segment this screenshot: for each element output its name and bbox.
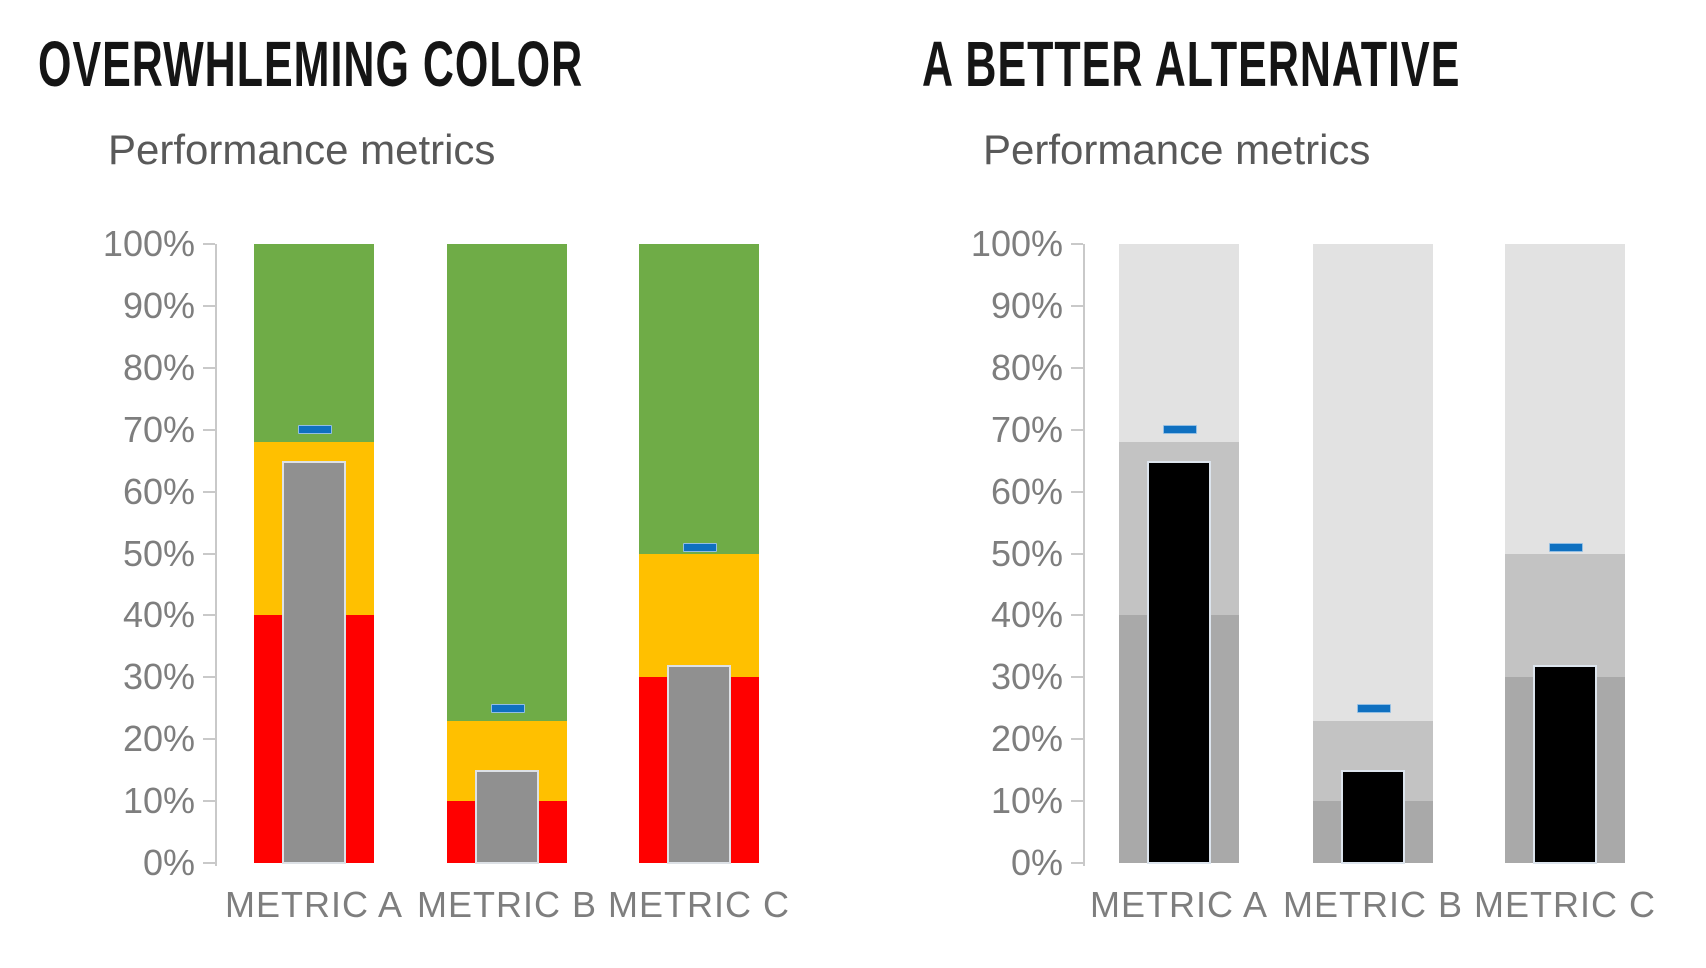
y-axis-tick: [1071, 862, 1083, 864]
panel-heading-better-alternative: A BETTER ALTERNATIVE: [922, 30, 1461, 102]
y-axis-tick-label: 80%: [990, 346, 1063, 388]
x-axis-category-label: METRIC C: [1474, 884, 1656, 925]
y-axis-tick-label: 100%: [970, 223, 1063, 264]
y-axis-tick-label: 30%: [990, 656, 1063, 698]
y-axis-tick: [203, 738, 215, 741]
y-axis-tick-label: 60%: [122, 470, 195, 512]
y-axis-tick: [203, 676, 215, 679]
x-axis-category-label: METRIC A: [224, 884, 403, 925]
y-axis-line: [215, 244, 217, 866]
x-axis-category-label: METRIC C: [608, 884, 790, 925]
overlay-bar-actual: [667, 664, 731, 864]
y-axis-tick: [1071, 614, 1083, 617]
overlay-bar-actual: [1341, 770, 1405, 864]
y-axis-tick: [1071, 304, 1083, 307]
y-axis-tick-label: 10%: [122, 780, 195, 822]
y-axis-tick-label: 30%: [122, 656, 195, 698]
segment-high-band: [254, 244, 374, 443]
y-axis-tick: [203, 428, 215, 431]
y-axis-tick: [203, 862, 215, 864]
y-axis-tick-label: 40%: [990, 594, 1063, 636]
segment-mid-band: [639, 553, 759, 678]
y-axis-tick-label: 90%: [990, 284, 1063, 326]
y-axis-tick-label: 10%: [990, 780, 1063, 822]
y-axis-tick-label: 60%: [990, 470, 1063, 512]
y-axis-line: [1083, 244, 1085, 866]
segment-high-band: [1505, 244, 1625, 554]
y-axis-tick: [203, 304, 215, 307]
y-axis-tick-label: 50%: [990, 532, 1063, 574]
y-axis-tick-label: 70%: [990, 408, 1063, 450]
chart-title: Performance metrics: [108, 126, 496, 173]
target-dash-marker: [298, 425, 332, 435]
y-axis-tick-label: 40%: [122, 594, 195, 636]
y-axis-tick: [1071, 738, 1083, 741]
y-axis-tick: [1071, 243, 1083, 245]
y-axis-tick-label: 20%: [990, 718, 1063, 760]
y-axis-tick-label: 70%: [122, 408, 195, 450]
y-axis-tick: [1071, 800, 1083, 803]
y-axis-tick: [1071, 676, 1083, 679]
target-dash-marker: [683, 542, 717, 552]
overlay-bar-actual: [1147, 460, 1211, 864]
y-axis-tick: [203, 614, 215, 617]
segment-high-band: [639, 244, 759, 554]
x-axis-category-label: METRIC B: [1282, 884, 1463, 925]
segment-mid-band: [1505, 553, 1625, 678]
target-dash-marker: [1163, 425, 1197, 435]
y-axis-tick: [203, 800, 215, 803]
x-axis-category-label: METRIC B: [416, 884, 597, 925]
y-axis-tick-label: 0%: [1010, 842, 1063, 883]
y-axis-tick: [1071, 490, 1083, 493]
y-axis-tick: [203, 243, 215, 245]
segment-high-band: [1313, 244, 1433, 721]
y-axis-tick-label: 50%: [122, 532, 195, 574]
y-axis-tick: [1071, 552, 1083, 555]
overlay-bar-actual: [475, 770, 539, 864]
y-axis-tick: [1071, 366, 1083, 369]
x-axis-category-label: METRIC A: [1089, 884, 1268, 925]
target-dash-marker: [1357, 703, 1391, 713]
y-axis-tick-label: 90%: [122, 284, 195, 326]
segment-high-band: [1119, 244, 1239, 443]
y-axis-tick-label: 80%: [122, 346, 195, 388]
y-axis-tick-label: 0%: [142, 842, 195, 883]
y-axis-tick: [203, 490, 215, 493]
target-dash-marker: [491, 703, 525, 713]
target-dash-marker: [1549, 542, 1583, 552]
segment-high-band: [447, 244, 567, 721]
y-axis-tick: [1071, 428, 1083, 431]
y-axis-tick: [203, 366, 215, 369]
y-axis-tick-label: 20%: [122, 718, 195, 760]
y-axis-tick-label: 100%: [102, 223, 195, 264]
chart-title: Performance metrics: [983, 126, 1371, 173]
panel-heading-overwhelming-color: OVERWHLEMING COLOR: [38, 30, 584, 102]
overlay-bar-actual: [282, 460, 346, 864]
overlay-bar-actual: [1533, 664, 1597, 864]
y-axis-tick: [203, 552, 215, 555]
